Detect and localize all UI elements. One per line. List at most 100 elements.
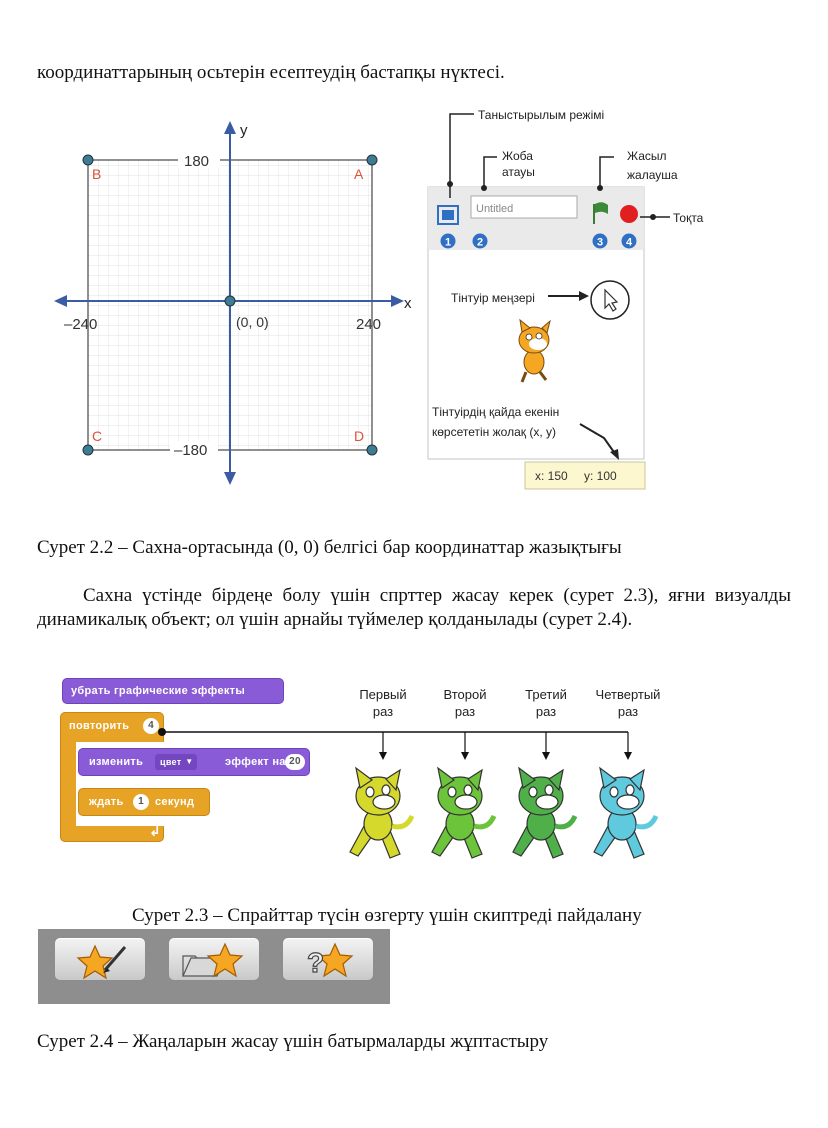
caption-figure-2-2: Сурет 2.2 – Сахна-ортасында (0, 0) белгі… bbox=[37, 537, 622, 558]
top-value-label: 180 bbox=[184, 153, 209, 170]
coord-x-value: x: 150 bbox=[535, 469, 568, 483]
block-effect-by-label: эффект на bbox=[225, 756, 286, 768]
left-value-label: –240 bbox=[64, 316, 97, 333]
random-sprite-button[interactable]: ? bbox=[282, 937, 374, 981]
block-change-effect[interactable]: изменить цвет ▼ эффект на 20 bbox=[78, 748, 310, 776]
corner-label-b: B bbox=[92, 166, 101, 182]
corner-label-a: A bbox=[354, 166, 364, 182]
iteration-label-1-line2: раз bbox=[372, 704, 394, 719]
caption-figure-2-3: Сурет 2.3 – Спрайттар түсін өзгерту үшін… bbox=[132, 905, 642, 926]
corner-dot-a bbox=[366, 154, 378, 166]
iteration-label-4-line1: Четвертый bbox=[595, 687, 661, 702]
marker-3 bbox=[592, 233, 608, 249]
paragraph-sprites: Сахна үстінде бірдеңе болу үшін спрттер … bbox=[37, 585, 791, 630]
upload-sprite-button[interactable] bbox=[168, 937, 260, 981]
iteration-label-1-line1: Первый bbox=[359, 687, 407, 702]
mouse-pointer-label: Тінтуір меңзері bbox=[451, 291, 535, 305]
corner-label-c: C bbox=[92, 428, 102, 444]
marker-4-text: 4 bbox=[626, 237, 633, 249]
mouse-cursor-icon bbox=[604, 288, 619, 312]
random-sprite-icon: ? bbox=[306, 942, 354, 979]
script-figure: убрать графические эффекты повторить 4 ↲… bbox=[58, 672, 748, 872]
block-wait[interactable]: ждать 1 секунд bbox=[78, 788, 210, 816]
x-axis-arrow-right bbox=[391, 295, 404, 307]
y-axis-arrow-up bbox=[224, 121, 236, 134]
iteration-connector bbox=[158, 728, 632, 760]
project-name-label-line1: Жоба bbox=[502, 149, 533, 163]
origin-label: (0, 0) bbox=[236, 314, 269, 330]
dropdown-chevron-icon: ▼ bbox=[185, 757, 194, 766]
effect-dropdown[interactable]: цвет ▼ bbox=[155, 754, 198, 770]
coord-y-value: y: 100 bbox=[584, 469, 617, 483]
bottom-value-label: –180 bbox=[174, 442, 207, 459]
marker-2 bbox=[472, 233, 488, 249]
paint-new-sprite-button[interactable] bbox=[54, 937, 146, 981]
corner-label-d: D bbox=[354, 428, 364, 444]
iteration-label-3: Третий раз bbox=[513, 686, 579, 720]
coord-bar-arrow bbox=[579, 423, 617, 456]
leader-presentation-mode bbox=[449, 113, 474, 198]
stop-label: Тоқта bbox=[673, 211, 704, 225]
leader-project-name bbox=[483, 156, 497, 190]
corner-dot-b bbox=[82, 154, 94, 166]
paint-new-sprite-icon bbox=[76, 944, 127, 980]
block-clear-graphic-effects[interactable]: убрать графические эффекты bbox=[62, 678, 284, 704]
green-flag-label-line1: Жасыл bbox=[627, 149, 667, 163]
stage-panel-figure: Untitled 1 2 3 4 Таныстырылым режімі Жоб… bbox=[427, 108, 704, 490]
intro-line: координаттарының осьтерін есептеудің бас… bbox=[37, 62, 505, 83]
repeat-count-input[interactable]: 4 bbox=[143, 718, 159, 734]
repeat-end-arrow-icon: ↲ bbox=[149, 823, 162, 839]
block-repeat-label: повторить bbox=[69, 720, 130, 732]
block-seconds-label: секунд bbox=[155, 796, 195, 808]
y-axis-label: y bbox=[240, 122, 248, 139]
stop-sign-icon[interactable] bbox=[620, 205, 638, 223]
colored-cats bbox=[349, 766, 659, 859]
project-name-input[interactable] bbox=[470, 195, 578, 219]
question-mark-glyph: ? bbox=[307, 947, 324, 978]
y-axis-arrow-down bbox=[224, 472, 236, 485]
cat-sprite-4-icon bbox=[593, 766, 659, 859]
effect-dropdown-value: цвет bbox=[160, 757, 182, 767]
corner-dot-c bbox=[82, 444, 94, 456]
coord-bar-caption-line2: көрсететін жолақ (x, y) bbox=[432, 425, 556, 439]
marker-3-text: 3 bbox=[597, 237, 603, 249]
block-wait-label: ждать bbox=[89, 796, 124, 808]
iteration-label-3-line2: раз bbox=[535, 704, 557, 719]
iteration-label-4-line2: раз bbox=[617, 704, 639, 719]
corner-dot-d bbox=[366, 444, 378, 456]
iteration-label-4: Четвертый раз bbox=[588, 686, 668, 720]
x-axis-arrow-left bbox=[54, 295, 67, 307]
sprite-buttons-bar: ? bbox=[38, 929, 390, 1004]
project-name-input-value: Untitled bbox=[476, 203, 513, 215]
presentation-mode-icon[interactable] bbox=[437, 205, 459, 225]
right-value-label: 240 bbox=[356, 316, 381, 333]
iteration-label-1: Первый раз bbox=[350, 686, 416, 720]
effect-amount-input[interactable]: 20 bbox=[285, 754, 305, 770]
cat-sprite-3-icon bbox=[512, 766, 578, 859]
leader-green-flag bbox=[599, 156, 614, 190]
presentation-mode-label: Таныстырылым режімі bbox=[478, 108, 604, 122]
iteration-label-2: Второй раз bbox=[432, 686, 498, 720]
caption-figure-2-4: Сурет 2.4 – Жаңаларын жасау үшін батырма… bbox=[37, 1031, 549, 1052]
cat-sprite-2-icon bbox=[431, 766, 497, 859]
origin-dot bbox=[224, 295, 236, 307]
marker-1-text: 1 bbox=[445, 237, 451, 249]
cat-sprite-1-icon bbox=[349, 766, 415, 859]
iteration-label-2-line2: раз bbox=[454, 704, 476, 719]
upload-sprite-from-file-icon bbox=[182, 942, 244, 978]
block-change-label: изменить bbox=[89, 756, 144, 768]
wait-value-input[interactable]: 1 bbox=[133, 794, 149, 810]
x-axis-label: x bbox=[404, 295, 412, 312]
coord-bar-caption-line1: Тінтуірдің қайда екенін bbox=[432, 405, 559, 419]
stage-cat-sprite-icon bbox=[518, 318, 551, 383]
project-name-label-line2: атауы bbox=[502, 165, 535, 179]
marker-1 bbox=[440, 233, 456, 249]
marker-4 bbox=[621, 233, 637, 249]
marker-2-text: 2 bbox=[477, 237, 483, 249]
iteration-label-2-line1: Второй bbox=[443, 687, 487, 702]
green-flag-label-line2: жалауша bbox=[627, 168, 678, 182]
block-clear-effects-label: убрать графические эффекты bbox=[71, 685, 246, 697]
green-flag-icon[interactable] bbox=[593, 202, 608, 224]
coordinate-plane-figure: y x 180 –180 –240 240 (0, 0) A B C D bbox=[54, 121, 412, 485]
coord-readout-bar bbox=[524, 461, 646, 490]
